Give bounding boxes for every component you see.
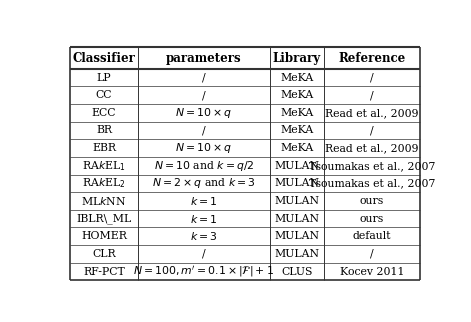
Text: $N = 10 \times q$: $N = 10 \times q$ xyxy=(175,106,233,120)
Text: ECC: ECC xyxy=(92,108,116,118)
Text: Read et al., 2009: Read et al., 2009 xyxy=(325,143,419,153)
Text: HOMER: HOMER xyxy=(81,231,127,241)
Text: parameters: parameters xyxy=(166,52,242,64)
Text: Tsoumakas et al., 2007: Tsoumakas et al., 2007 xyxy=(309,178,435,188)
Text: Kocev 2011: Kocev 2011 xyxy=(340,267,404,277)
Text: RA$k$EL$_1$: RA$k$EL$_1$ xyxy=(82,159,126,173)
Text: MeKA: MeKA xyxy=(280,90,313,100)
Text: IBLR\_ML: IBLR\_ML xyxy=(76,213,131,224)
Text: MULAN: MULAN xyxy=(274,178,319,188)
Text: /: / xyxy=(370,249,374,259)
Text: /: / xyxy=(202,90,206,100)
Text: default: default xyxy=(353,231,391,241)
Text: $k = 3$: $k = 3$ xyxy=(190,230,218,242)
Text: RF-PCT: RF-PCT xyxy=(83,267,125,277)
Text: MULAN: MULAN xyxy=(274,214,319,224)
Text: ours: ours xyxy=(360,214,384,224)
Text: MeKA: MeKA xyxy=(280,126,313,136)
Text: $N = 2 \times q$ and $k = 3$: $N = 2 \times q$ and $k = 3$ xyxy=(152,176,256,190)
Text: CLR: CLR xyxy=(92,249,116,259)
Text: $N = 10 \times q$: $N = 10 \times q$ xyxy=(175,141,233,155)
Text: MULAN: MULAN xyxy=(274,196,319,206)
Text: RA$k$EL$_2$: RA$k$EL$_2$ xyxy=(82,176,126,190)
Text: Classifier: Classifier xyxy=(73,52,136,64)
Text: Reference: Reference xyxy=(339,52,406,64)
Text: ML$k$NN: ML$k$NN xyxy=(81,195,127,207)
Text: /: / xyxy=(370,72,374,82)
Text: CLUS: CLUS xyxy=(281,267,312,277)
Text: $N = 10$ and $k = q/2$: $N = 10$ and $k = q/2$ xyxy=(154,159,254,173)
Text: MeKA: MeKA xyxy=(280,72,313,82)
Text: /: / xyxy=(202,126,206,136)
Text: MULAN: MULAN xyxy=(274,231,319,241)
Text: /: / xyxy=(202,72,206,82)
Text: EBR: EBR xyxy=(92,143,116,153)
Text: BR: BR xyxy=(96,126,112,136)
Text: Library: Library xyxy=(273,52,321,64)
Text: $N = 100, m^{\prime} = 0.1 \times |\mathcal{F}| + 1$: $N = 100, m^{\prime} = 0.1 \times |\math… xyxy=(133,264,274,279)
Text: LP: LP xyxy=(97,72,111,82)
Text: /: / xyxy=(370,126,374,136)
Text: Read et al., 2009: Read et al., 2009 xyxy=(325,108,419,118)
Text: /: / xyxy=(370,90,374,100)
Text: /: / xyxy=(202,249,206,259)
Text: Tsoumakas et al., 2007: Tsoumakas et al., 2007 xyxy=(309,161,435,171)
Text: CC: CC xyxy=(96,90,112,100)
Text: MULAN: MULAN xyxy=(274,249,319,259)
Text: MeKA: MeKA xyxy=(280,143,313,153)
Text: MeKA: MeKA xyxy=(280,108,313,118)
Text: $k = 1$: $k = 1$ xyxy=(190,195,218,207)
Text: $k = 1$: $k = 1$ xyxy=(190,213,218,225)
Text: ours: ours xyxy=(360,196,384,206)
Text: MULAN: MULAN xyxy=(274,161,319,171)
